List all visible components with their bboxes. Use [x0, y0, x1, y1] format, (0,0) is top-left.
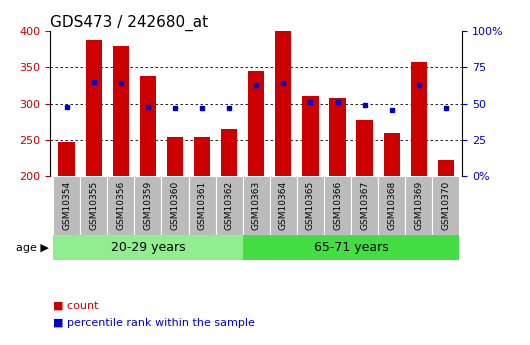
- Bar: [221, 129, 237, 176]
- Text: GSM10359: GSM10359: [144, 181, 153, 230]
- Text: GSM10354: GSM10354: [62, 181, 71, 230]
- Bar: [324, 176, 351, 235]
- Bar: [411, 62, 427, 176]
- Bar: [438, 160, 454, 176]
- Bar: [330, 98, 346, 176]
- Bar: [384, 133, 400, 176]
- Bar: [351, 176, 378, 235]
- Text: 20-29 years: 20-29 years: [111, 241, 185, 254]
- Text: GSM10367: GSM10367: [360, 181, 369, 230]
- Text: GSM10356: GSM10356: [116, 181, 125, 230]
- Bar: [107, 176, 134, 235]
- Bar: [53, 235, 243, 260]
- Bar: [53, 176, 80, 235]
- Text: GSM10370: GSM10370: [441, 181, 450, 230]
- Bar: [80, 176, 107, 235]
- Text: GDS473 / 242680_at: GDS473 / 242680_at: [50, 15, 208, 31]
- Bar: [297, 176, 324, 235]
- Bar: [194, 137, 210, 176]
- Text: GSM10361: GSM10361: [198, 181, 207, 230]
- Bar: [216, 176, 243, 235]
- Text: ■ count: ■ count: [53, 300, 99, 310]
- Bar: [248, 71, 264, 176]
- Bar: [85, 40, 102, 176]
- Text: age ▶: age ▶: [16, 243, 49, 253]
- Text: GSM10355: GSM10355: [89, 181, 98, 230]
- Text: GSM10369: GSM10369: [414, 181, 423, 230]
- Text: GSM10364: GSM10364: [279, 181, 288, 230]
- Text: GSM10363: GSM10363: [252, 181, 261, 230]
- Bar: [378, 176, 405, 235]
- Bar: [405, 176, 432, 235]
- Bar: [302, 96, 319, 176]
- Bar: [243, 235, 460, 260]
- Bar: [162, 176, 189, 235]
- Bar: [140, 76, 156, 176]
- Text: 65-71 years: 65-71 years: [314, 241, 388, 254]
- Bar: [432, 176, 460, 235]
- Text: ■ percentile rank within the sample: ■ percentile rank within the sample: [53, 318, 255, 327]
- Bar: [189, 176, 216, 235]
- Bar: [113, 46, 129, 176]
- Bar: [167, 137, 183, 176]
- Text: GSM10368: GSM10368: [387, 181, 396, 230]
- Text: GSM10360: GSM10360: [171, 181, 180, 230]
- Bar: [243, 176, 270, 235]
- Text: GSM10365: GSM10365: [306, 181, 315, 230]
- Bar: [270, 176, 297, 235]
- Bar: [357, 120, 373, 176]
- Text: GSM10362: GSM10362: [225, 181, 234, 230]
- Bar: [275, 31, 292, 176]
- Text: GSM10366: GSM10366: [333, 181, 342, 230]
- Bar: [58, 141, 75, 176]
- Bar: [134, 176, 162, 235]
